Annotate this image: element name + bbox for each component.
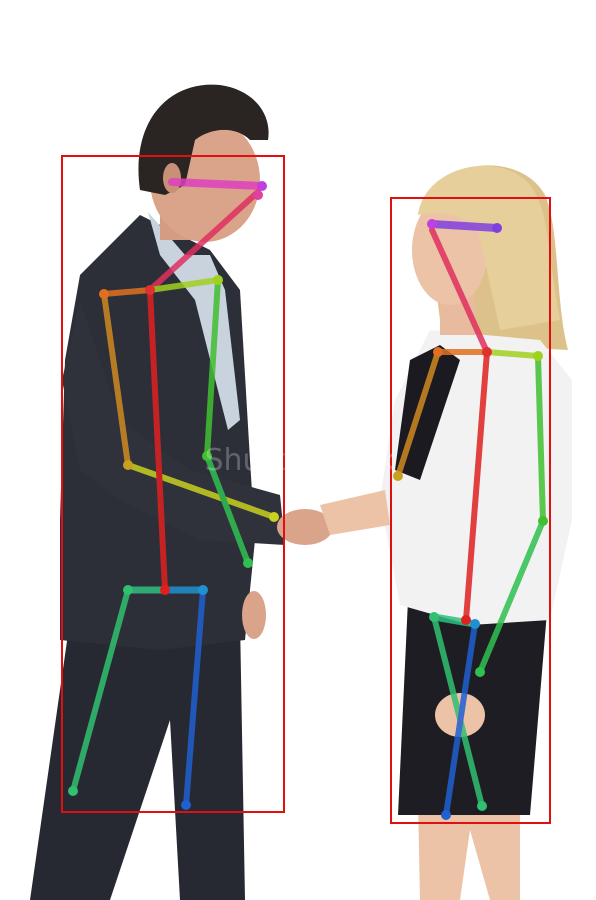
man-keypoint-knee-l — [181, 800, 191, 810]
woman-legs — [418, 800, 520, 900]
woman-keypoints — [393, 219, 548, 820]
woman-upper-arm-right-limb — [395, 349, 441, 479]
man-shoulder-right-limb — [101, 287, 153, 297]
woman-top — [395, 345, 460, 480]
man-keypoint-head — [257, 181, 267, 191]
woman-forearm-left-limb — [477, 518, 546, 675]
man-keypoint-elbow-r — [123, 460, 133, 470]
woman-leg-right-limb — [431, 614, 485, 809]
watermark: Shutterstock — [204, 443, 396, 478]
woman-keypoint-elbow-l — [538, 516, 548, 526]
woman-bounding-box — [390, 197, 551, 824]
man-keypoint-hip-r — [123, 585, 133, 595]
woman-keypoint-shoulder-r — [433, 347, 443, 357]
man-head-limb — [168, 178, 266, 190]
woman-keypoint-wrist-l — [475, 667, 485, 677]
man-leg-right-limb — [70, 587, 131, 794]
woman-keypoint-hip-l — [470, 619, 480, 629]
man-forearm-right-limb — [125, 462, 277, 520]
man-keypoint-wrist-l — [243, 558, 253, 568]
woman-head-limb — [428, 220, 501, 232]
man-upper-arm-right-limb — [101, 291, 131, 468]
man-forearm-left-limb — [204, 453, 251, 566]
man-keypoint-shoulder-l — [213, 275, 223, 285]
man-skeleton — [70, 178, 277, 808]
woman-torso-right-limb — [463, 349, 490, 623]
woman-keypoint-head — [427, 219, 437, 229]
woman-keypoint-neck — [482, 347, 492, 357]
woman-keypoint-elbow-r — [393, 471, 403, 481]
man-shoulder-left-limb — [147, 277, 221, 293]
man-keypoint-elbow-l — [202, 451, 212, 461]
man-keypoint-hip-mid — [160, 585, 170, 595]
man-bounding-box — [61, 155, 285, 813]
man-neck-limb — [147, 189, 261, 293]
woman-skeleton — [395, 220, 546, 818]
woman-keypoint-shoulder-l — [533, 351, 543, 361]
man-hand — [277, 509, 333, 545]
woman-neck-limb — [429, 227, 490, 355]
woman-keypoint-hip-mid — [461, 615, 471, 625]
man-upper-arm-left-limb — [204, 277, 221, 459]
woman-hair-front — [418, 165, 560, 330]
man-left-hand — [242, 591, 266, 639]
man-shirt — [148, 212, 240, 430]
man-keypoint-wrist-r — [269, 512, 279, 522]
woman-leg-left-limb — [443, 621, 478, 818]
woman-keypoint-ear — [492, 223, 502, 233]
man-torso-right-limb — [147, 287, 168, 593]
man-leg-left-limb — [183, 587, 206, 808]
man-ear — [163, 163, 181, 193]
woman-upper-arm-left-limb — [535, 353, 546, 524]
man-keypoint-neck — [145, 285, 155, 295]
man-keypoints — [68, 181, 279, 810]
man-keypoint-hip-l — [198, 585, 208, 595]
man-arm — [62, 300, 285, 545]
man-trousers — [30, 620, 245, 900]
woman — [320, 165, 572, 900]
woman-keypoint-hip-r — [429, 612, 439, 622]
man-keypoint-nose — [253, 190, 263, 200]
man-keypoint-knee-r — [68, 786, 78, 796]
woman-keypoint-knee-l — [441, 810, 451, 820]
man-keypoint-shoulder-r — [99, 289, 109, 299]
woman-keypoint-knee-r — [477, 801, 487, 811]
woman-shoulder-left-limb — [484, 349, 541, 359]
woman-arm — [320, 490, 390, 535]
